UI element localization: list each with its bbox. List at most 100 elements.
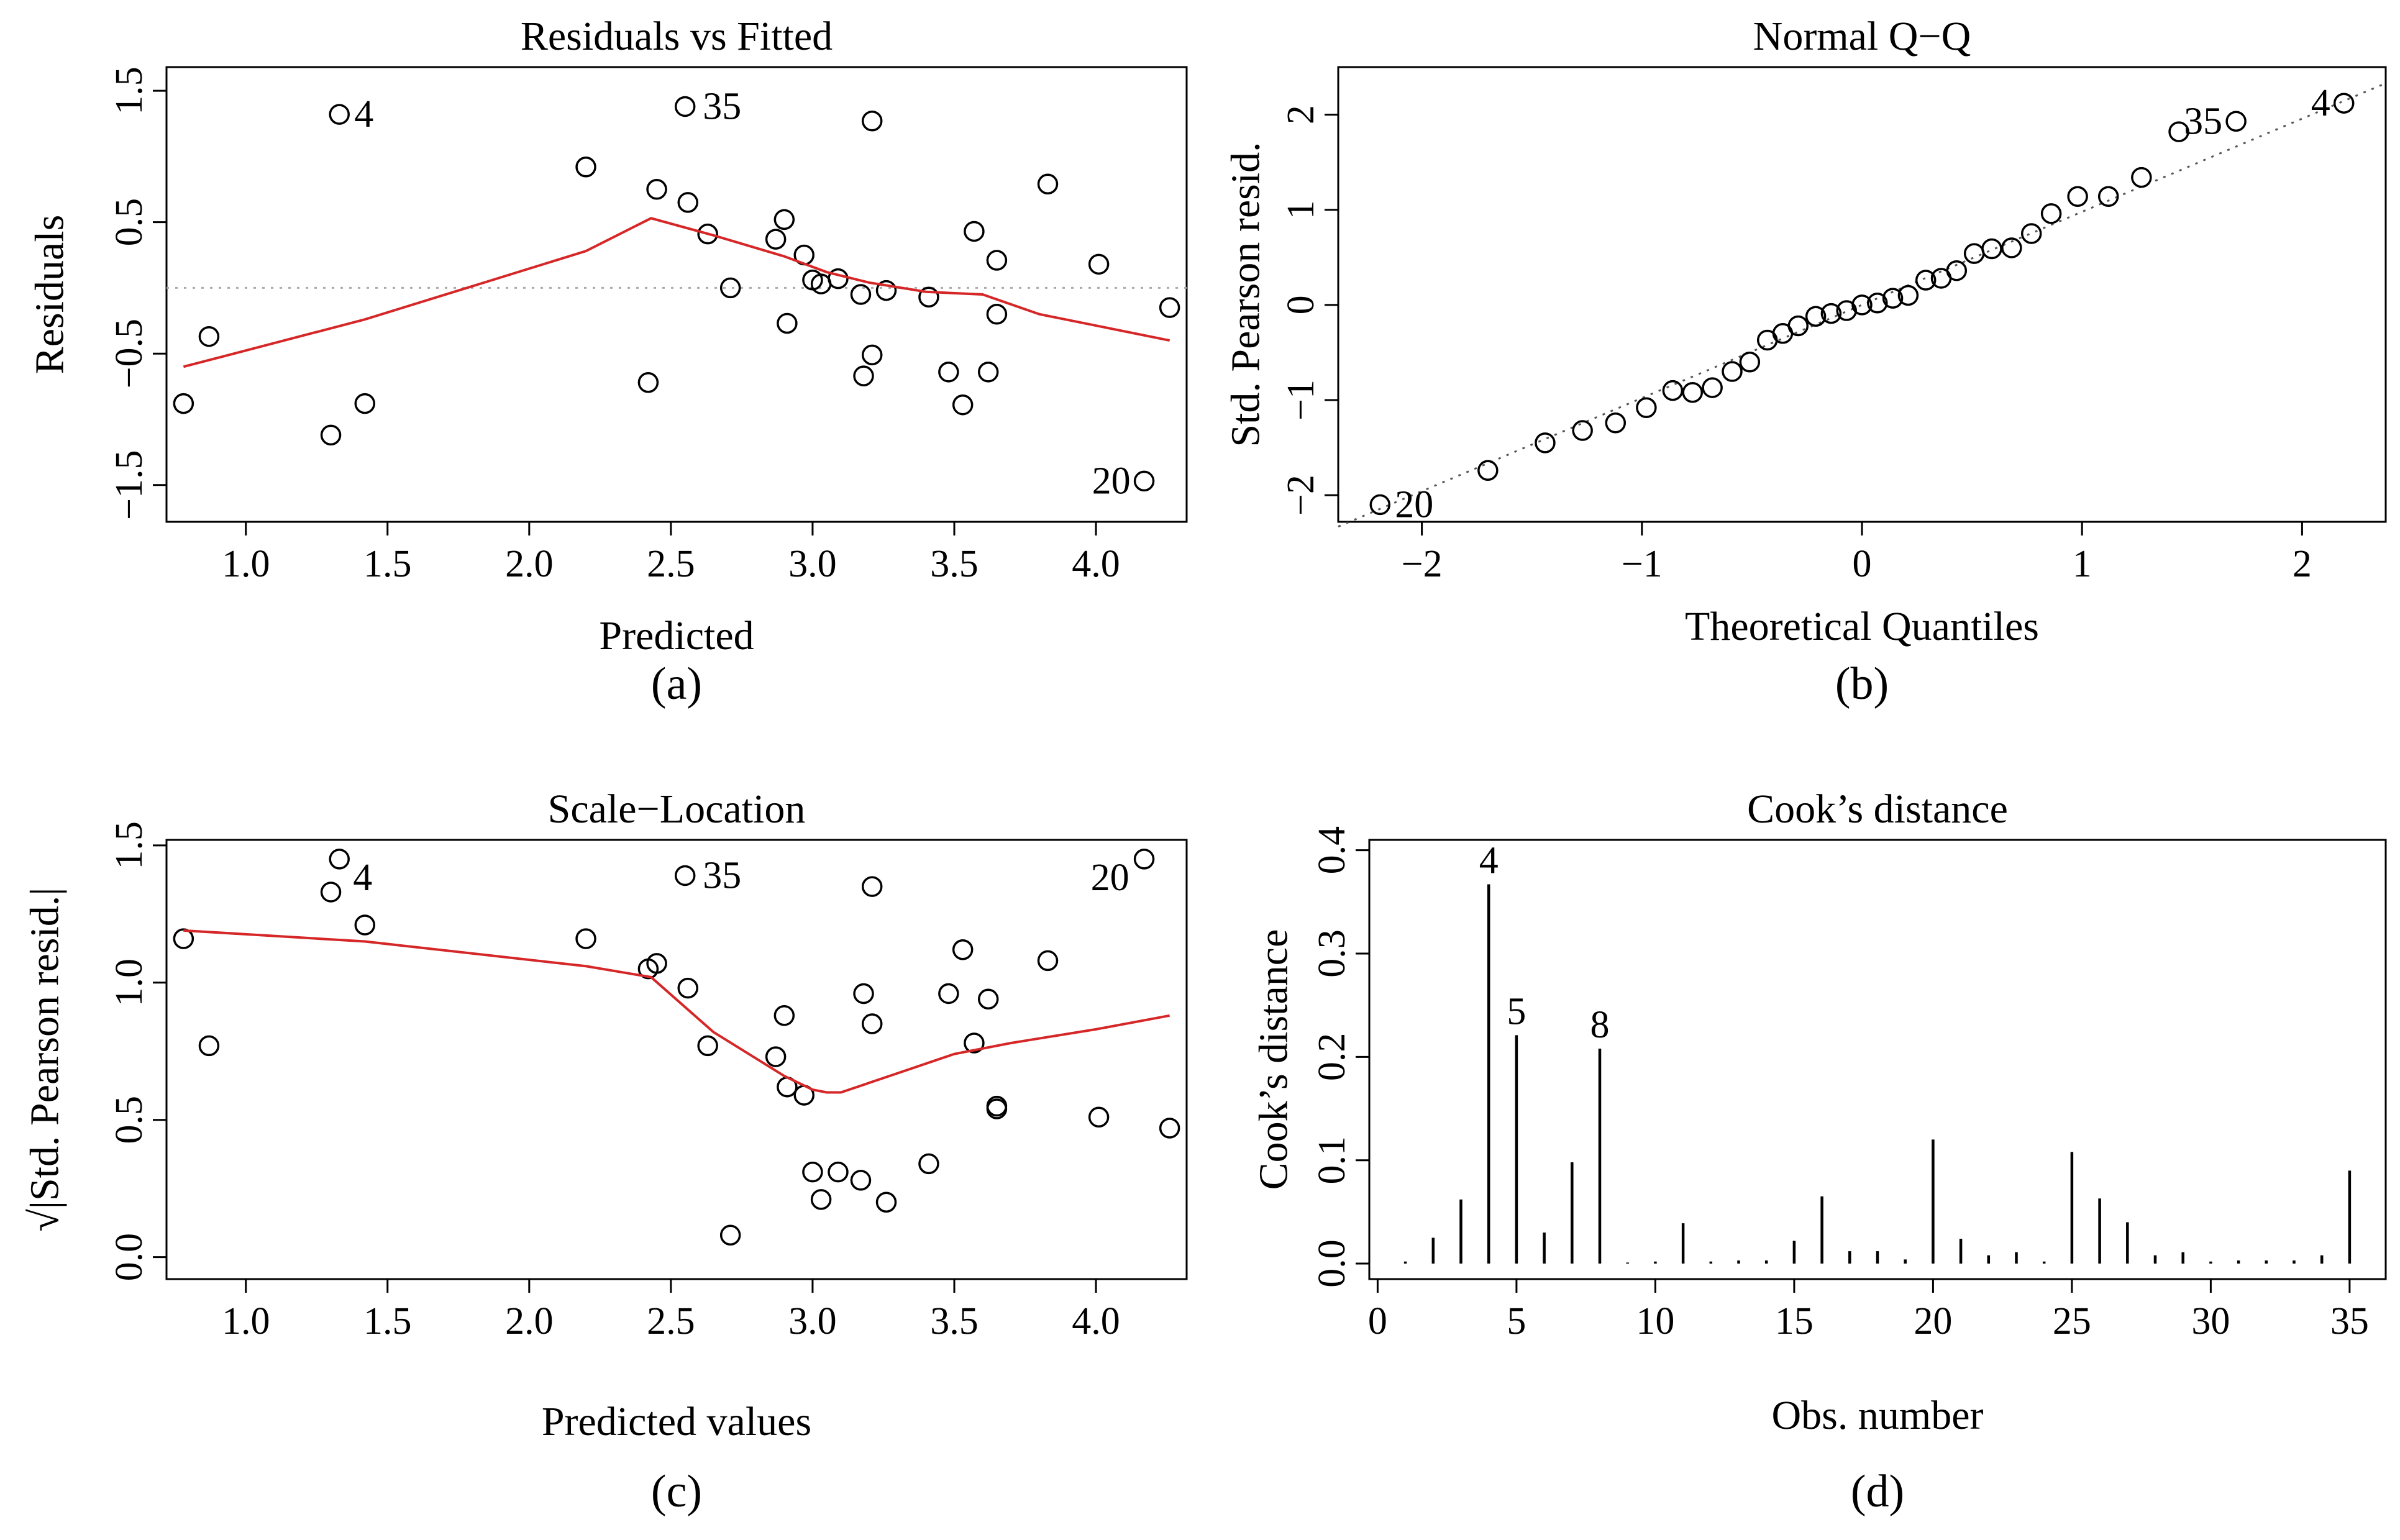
data-point — [1739, 351, 1761, 373]
data-point — [1867, 293, 1888, 314]
data-point — [354, 914, 376, 936]
data-point — [2001, 237, 2022, 258]
data-point — [850, 1170, 872, 1191]
y-axis-label: Residuals — [27, 215, 73, 375]
x-tick-label: 2.0 — [505, 1300, 554, 1342]
data-point — [198, 1035, 220, 1057]
x-tick-label: 0 — [1853, 543, 1872, 585]
x-tick-label: 5 — [1507, 1300, 1526, 1342]
data-point — [765, 1046, 787, 1067]
x-tick-label: 3.0 — [788, 543, 837, 585]
data-point — [964, 221, 985, 242]
data-point — [677, 977, 698, 999]
x-tick-label: 15 — [1775, 1300, 1814, 1342]
y-tick-label: −2 — [1280, 475, 1322, 516]
y-axis-label: √|Std. Pearson resid.| — [22, 888, 68, 1232]
x-tick-label: 20 — [1914, 1300, 1952, 1342]
x-tick-label: 1.0 — [222, 543, 270, 585]
data-point — [1981, 238, 2002, 260]
data-point — [173, 393, 194, 414]
x-tick-label: 3.5 — [930, 543, 979, 585]
data-point — [719, 1224, 741, 1246]
y-tick-label: 0.4 — [1311, 826, 1353, 875]
data-point — [977, 362, 999, 383]
qq-reference-line — [1338, 82, 2386, 528]
plot-frame — [1337, 66, 2387, 523]
data-point — [918, 286, 939, 308]
y-tick-label: 2 — [1280, 105, 1322, 124]
panel-caption: (b) — [1835, 658, 1889, 709]
data-point — [1159, 1118, 1180, 1139]
x-tick-label: 10 — [1636, 1300, 1674, 1342]
y-tick-label: 0.0 — [1311, 1239, 1353, 1288]
data-point — [1897, 285, 1919, 306]
data-point — [938, 983, 959, 1005]
data-point — [1088, 253, 1110, 275]
data-point — [986, 1098, 1008, 1119]
y-tick-label: 0.0 — [108, 1233, 150, 1281]
chart-title: Cook’s distance — [1747, 786, 2008, 832]
data-point — [861, 1013, 883, 1034]
x-tick-label: −1 — [1622, 543, 1663, 585]
point-label: 20 — [1091, 857, 1129, 899]
data-point — [861, 344, 883, 366]
data-point — [198, 326, 220, 347]
x-tick-label: 1.5 — [363, 1300, 412, 1342]
y-tick-label: 1.5 — [108, 821, 150, 870]
y-tick-label: 0.3 — [1311, 929, 1353, 978]
data-point — [1037, 950, 1059, 972]
panel-normal-qq: Normal Q−Q −2 −1 0 1 2 −2 −1 0 1 2 Theoretical Quan… — [1223, 14, 2387, 709]
data-point — [637, 371, 659, 393]
data-point — [918, 1153, 939, 1175]
x-tick-label: 2.5 — [647, 543, 695, 585]
data-point — [1820, 303, 1842, 324]
data-point — [773, 1005, 795, 1026]
data-point — [1787, 315, 1809, 337]
point-label: 35 — [703, 854, 741, 896]
data-point — [861, 110, 883, 132]
chart-title: Scale−Location — [548, 786, 806, 832]
data-point — [853, 983, 874, 1005]
data-point — [677, 192, 698, 213]
data-point — [575, 928, 596, 949]
data-point — [853, 365, 874, 386]
data-point — [875, 280, 897, 301]
data-point — [697, 1035, 718, 1057]
data-point — [2040, 203, 2062, 224]
point-label: 20 — [1092, 460, 1131, 502]
data-point — [810, 1189, 832, 1210]
data-point — [1088, 1106, 1110, 1128]
data-point — [952, 939, 974, 960]
data-point — [773, 209, 795, 230]
x-tick-label: 4.0 — [1072, 543, 1120, 585]
data-point — [1805, 306, 1827, 327]
data-point — [1605, 412, 1627, 434]
data-point — [329, 104, 350, 125]
x-tick-label: 3.5 — [930, 1300, 979, 1342]
data-point — [354, 393, 376, 414]
data-point — [575, 157, 596, 178]
y-axis-label: Cook’s distance — [1251, 929, 1297, 1190]
x-axis-label: Predicted values — [542, 1399, 811, 1444]
point-label: 35 — [703, 85, 741, 127]
panel-caption: (c) — [651, 1466, 702, 1517]
x-axis-label: Theoretical Quantiles — [1685, 604, 2039, 649]
data-point — [1946, 260, 1968, 281]
data-point — [2131, 166, 2152, 188]
data-point — [861, 876, 883, 897]
data-point — [329, 849, 350, 870]
x-tick-label: 1.5 — [363, 543, 412, 585]
x-tick-label: 35 — [2330, 1300, 2369, 1342]
data-point — [1722, 361, 1743, 382]
data-point — [719, 277, 741, 299]
data-point — [320, 424, 342, 446]
y-tick-label: −1.5 — [108, 450, 150, 520]
point-label: 35 — [2184, 100, 2222, 142]
data-point — [828, 268, 849, 289]
data-point — [1535, 432, 1556, 453]
panel-caption: (a) — [651, 658, 702, 709]
data-point — [1133, 470, 1155, 492]
data-point — [173, 928, 194, 949]
data-point — [1369, 494, 1391, 516]
